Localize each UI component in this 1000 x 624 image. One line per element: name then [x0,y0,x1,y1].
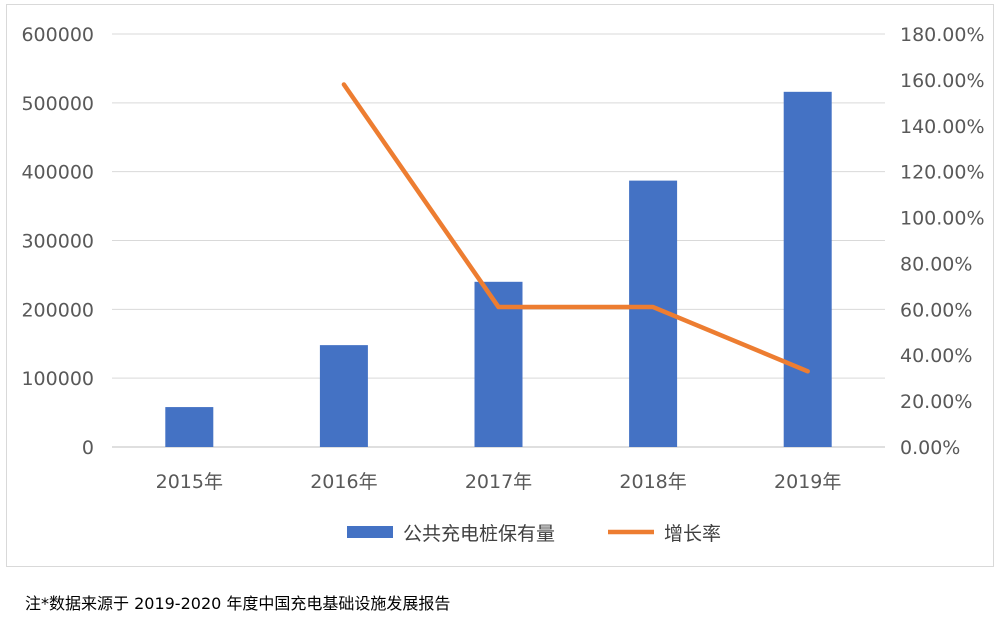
x-axis-ticks: 2015年 2016年 2017年 2018年 2019年 [156,471,842,493]
right-axis-ticks: 0.00% 20.00% 40.00% 60.00% 80.00% 100.00% 120.… [900,24,985,459]
line-series [341,82,810,374]
right-tick-label: 20.00% [900,391,972,413]
bar [165,407,214,447]
growth-rate-line [341,82,810,374]
left-tick-label: 400000 [21,162,94,184]
right-tick-label: 60.00% [900,299,972,321]
left-tick-label: 100000 [21,368,94,390]
x-tick-label: 2019年 [774,471,841,493]
x-tick-label: 2016年 [310,471,377,493]
left-tick-label: 500000 [21,93,94,115]
right-tick-label: 160.00% [900,70,985,92]
right-tick-label: 80.00% [900,253,972,275]
left-tick-label: 200000 [21,299,94,321]
legend-label-bar: 公共充电桩保有量 [403,523,555,545]
left-tick-label: 300000 [21,231,94,253]
left-tick-label: 0 [82,437,94,459]
combo-chart: 0 100000 200000 300000 400000 500000 600000 0.… [21,24,985,545]
legend-swatch-bar [347,526,393,538]
bar [319,345,368,447]
right-tick-label: 100.00% [900,208,985,230]
bar-series [165,91,832,448]
footnote: 注*数据来源于 2019-2020 年度中国充电基础设施发展报告 [25,594,451,613]
x-tick-label: 2015年 [156,471,223,493]
right-tick-label: 40.00% [900,345,972,367]
right-tick-label: 0.00% [900,437,960,459]
gridlines [112,33,885,448]
left-tick-label: 600000 [21,24,94,46]
x-tick-label: 2018年 [619,471,686,493]
legend: 公共充电桩保有量 增长率 [347,523,721,545]
right-tick-label: 120.00% [900,162,985,184]
bar [783,91,832,447]
right-tick-label: 180.00% [900,24,985,46]
right-tick-label: 140.00% [900,116,985,138]
legend-label-line: 增长率 [664,523,721,545]
bar [474,281,523,447]
x-tick-label: 2017年 [465,471,532,493]
left-axis-ticks: 0 100000 200000 300000 400000 500000 600000 [21,24,94,459]
